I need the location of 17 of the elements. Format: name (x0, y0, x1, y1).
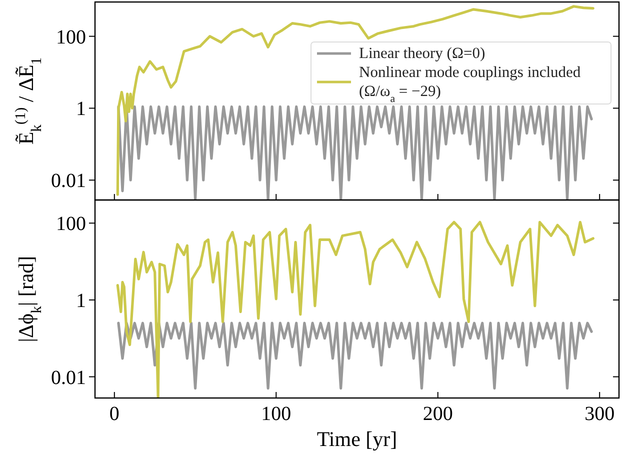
y-tick-label: 0.01 (51, 170, 86, 192)
y-tick-label: 1 (76, 290, 86, 312)
y-tick-label: 1 (76, 98, 86, 120)
x-axis-title: Time [yr] (316, 427, 398, 451)
y-tick-label: 100 (56, 213, 86, 236)
line-series (116, 5, 594, 196)
legend-label: Linear theory (Ω=0) (359, 45, 486, 62)
y-tick-label: 100 (56, 26, 86, 48)
y-tick-label: 0.01 (51, 366, 86, 389)
x-tick-label: 200 (422, 403, 453, 425)
line-series (117, 105, 593, 200)
x-tick-label: 100 (261, 403, 292, 425)
line-series (116, 220, 594, 398)
x-tick-label: 300 (584, 403, 615, 425)
x-tick-label: 0 (109, 403, 120, 425)
legend-label: Nonlinear mode couplings included (Ω/ω$_{a}$ = −29) (359, 64, 581, 105)
line-series (117, 322, 593, 390)
